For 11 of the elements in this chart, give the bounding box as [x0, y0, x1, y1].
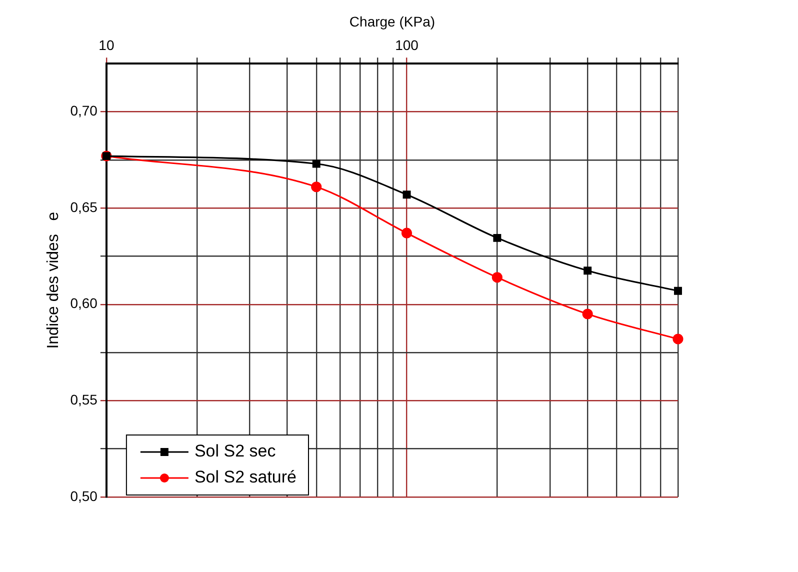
y-axis-title: Indice des vides e: [45, 212, 62, 349]
legend-label: Sol S2 saturé: [194, 468, 297, 487]
x-tick-label: 10: [98, 37, 114, 54]
y-tick-label: 0,50: [70, 488, 98, 504]
y-tick-label: 0,70: [70, 102, 98, 119]
y-tick-label: 0,60: [70, 295, 98, 312]
x-axis-title: Charge (KPa): [349, 13, 436, 30]
legend-label: Sol S2 sec: [194, 442, 276, 461]
y-tick-label: 0,55: [70, 392, 98, 408]
y-tick-label: 0,65: [70, 198, 98, 215]
x-tick-label: 100: [395, 37, 419, 54]
